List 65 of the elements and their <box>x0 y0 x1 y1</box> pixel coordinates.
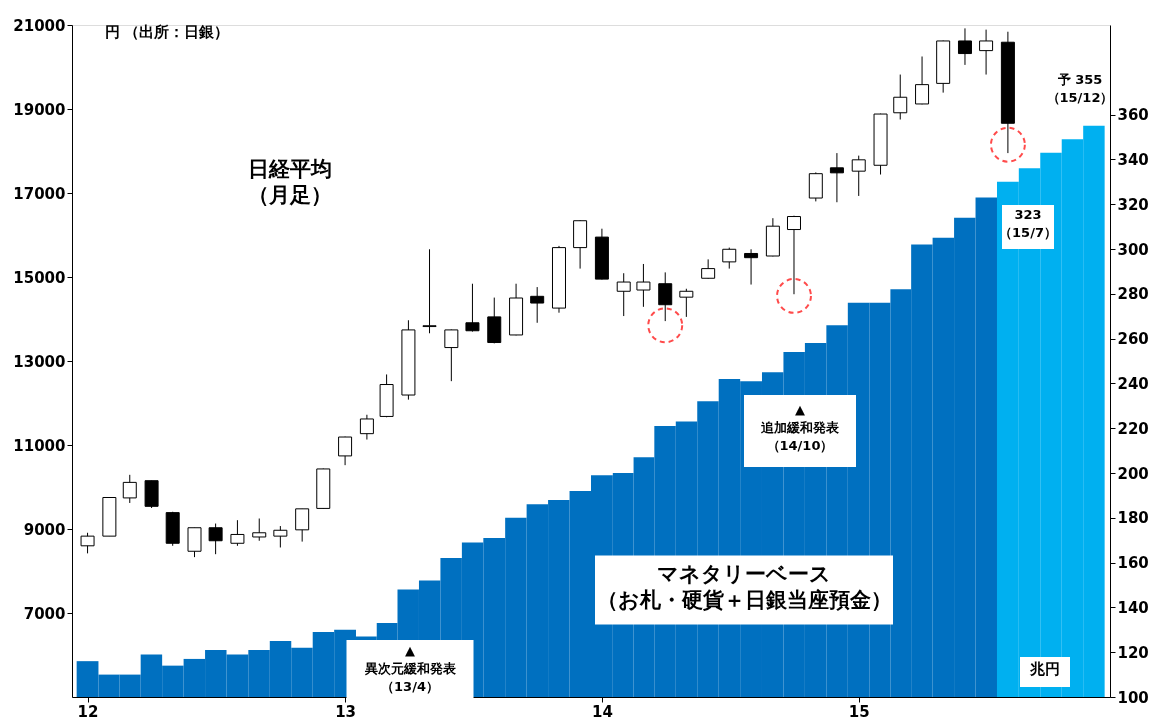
candlestick <box>208 523 223 555</box>
candlestick <box>80 532 95 554</box>
candlestick <box>636 263 651 308</box>
candlestick <box>230 519 245 547</box>
y2-tick-label: 140 <box>1117 598 1149 617</box>
candlestick <box>530 286 545 324</box>
candlestick <box>359 414 374 441</box>
y2-tick-label: 180 <box>1117 509 1149 528</box>
x-tick-label: 15 <box>848 702 870 721</box>
candlestick <box>338 436 353 466</box>
y2-axis-title: 兆円 <box>1029 660 1060 678</box>
point <box>647 307 684 344</box>
candlestick <box>122 474 137 504</box>
candlestick <box>658 271 673 322</box>
candlestick <box>787 215 801 295</box>
candlestick <box>893 74 908 120</box>
annotation: （出所：日銀） <box>124 23 229 41</box>
x-tick-label: 12 <box>77 702 99 721</box>
y-tick-label: 7000 <box>23 604 66 623</box>
annotation: ▲追加緩和発表（14/10） <box>760 402 840 453</box>
y2-tick-label: 340 <box>1117 150 1149 169</box>
y2-tick-label: 300 <box>1117 240 1149 259</box>
y2-tick-label: 240 <box>1117 374 1149 393</box>
point <box>989 126 1026 163</box>
candlestick <box>444 329 459 382</box>
y2-tick-label: 320 <box>1117 195 1149 214</box>
y2-tick-label: 100 <box>1117 688 1149 707</box>
y2-tick-label: 160 <box>1117 554 1149 573</box>
candlestick <box>979 29 994 76</box>
y-tick-label: 13000 <box>13 352 66 371</box>
candlestick <box>829 152 844 203</box>
candlestick <box>744 248 759 286</box>
y2-tick-label: 200 <box>1117 464 1149 483</box>
candlestick <box>465 283 480 333</box>
y2-tick-label: 220 <box>1117 419 1149 438</box>
y-tick-label: 21000 <box>13 16 66 35</box>
x-tick-label: 13 <box>335 702 357 721</box>
candlestick <box>722 247 737 270</box>
y-tick-label: 19000 <box>13 100 66 119</box>
annotation: 予 355 （15/12） <box>1046 72 1114 105</box>
candlestick <box>252 518 267 542</box>
candlestick <box>187 527 202 558</box>
candlestick <box>295 508 310 543</box>
x-tick-label: 14 <box>591 702 613 721</box>
y-tick-label: 17000 <box>13 184 66 203</box>
candlestick <box>701 258 716 280</box>
point <box>776 277 812 314</box>
candlestick <box>273 525 288 548</box>
y2-tick-label: 260 <box>1117 330 1149 349</box>
candlestick <box>851 155 866 197</box>
candlestick <box>957 27 972 66</box>
text: 日経平均（月足） <box>248 157 332 207</box>
candlestick <box>679 288 694 318</box>
candlestick <box>915 56 930 105</box>
y-axis-title: 円 <box>105 23 120 41</box>
y2-tick-label: 120 <box>1117 643 1149 662</box>
y2-tick-label: 360 <box>1117 106 1149 125</box>
y-tick-label: 11000 <box>13 436 66 455</box>
y-tick-label: 15000 <box>13 268 66 287</box>
y2-tick-label: 280 <box>1117 285 1149 304</box>
candlestick <box>422 248 437 334</box>
candlestick <box>616 272 631 317</box>
annotation: 323 （15/7） <box>999 207 1057 240</box>
y-tick-label: 9000 <box>23 520 66 539</box>
series-label: マネタリーベース（お札・硬貨＋日銀当座預金） <box>596 562 892 612</box>
